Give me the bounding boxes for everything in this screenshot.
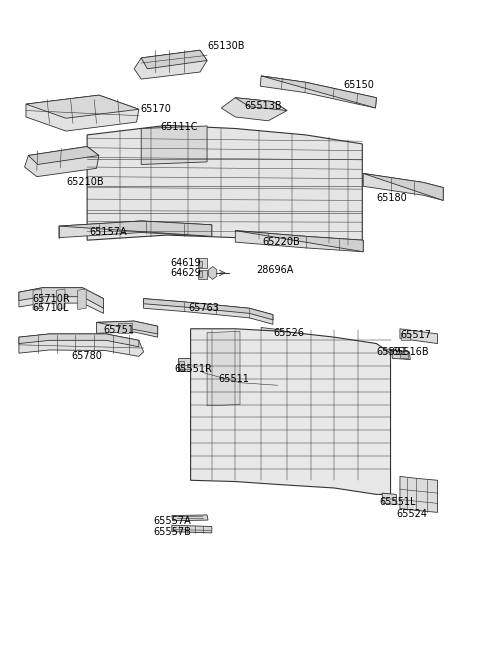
Bar <box>199 261 202 267</box>
Text: 64629: 64629 <box>171 268 202 278</box>
Text: 65111C: 65111C <box>160 122 198 132</box>
Polygon shape <box>59 221 212 236</box>
Polygon shape <box>141 50 207 69</box>
Text: 28696A: 28696A <box>256 265 294 274</box>
Polygon shape <box>59 221 212 238</box>
Polygon shape <box>191 329 391 495</box>
Text: 65780: 65780 <box>72 351 102 362</box>
Polygon shape <box>172 525 212 533</box>
Text: 65551L: 65551L <box>379 497 416 507</box>
Polygon shape <box>261 76 376 108</box>
Polygon shape <box>96 321 157 334</box>
Bar <box>199 271 202 278</box>
Polygon shape <box>96 321 157 337</box>
Text: 65557A: 65557A <box>154 516 191 527</box>
Text: 65511: 65511 <box>219 374 250 384</box>
Bar <box>198 258 207 269</box>
Bar <box>401 333 410 341</box>
Polygon shape <box>144 299 273 324</box>
Polygon shape <box>78 289 86 310</box>
Polygon shape <box>382 493 397 504</box>
Polygon shape <box>400 329 438 343</box>
Polygon shape <box>141 126 207 164</box>
Text: 65763: 65763 <box>188 303 219 313</box>
Polygon shape <box>144 299 273 320</box>
Text: 65180: 65180 <box>376 193 407 203</box>
Polygon shape <box>19 334 144 356</box>
Polygon shape <box>26 95 139 131</box>
Polygon shape <box>172 515 208 521</box>
Polygon shape <box>392 349 410 360</box>
Text: 65557B: 65557B <box>154 527 192 536</box>
Polygon shape <box>363 174 443 200</box>
Text: 64619: 64619 <box>171 258 202 269</box>
Bar <box>198 270 207 279</box>
Polygon shape <box>87 125 362 244</box>
Polygon shape <box>33 289 41 310</box>
Polygon shape <box>400 476 438 512</box>
Text: 65524: 65524 <box>396 509 427 519</box>
Bar <box>376 350 384 356</box>
Text: 65513B: 65513B <box>245 101 282 111</box>
Polygon shape <box>261 328 297 348</box>
Polygon shape <box>19 288 104 313</box>
Polygon shape <box>260 76 376 108</box>
Text: 65130B: 65130B <box>207 41 245 51</box>
Polygon shape <box>207 331 240 406</box>
Polygon shape <box>235 231 363 252</box>
Text: 65551R: 65551R <box>174 364 212 373</box>
Polygon shape <box>363 174 443 200</box>
Text: 65710L: 65710L <box>32 303 69 313</box>
Text: 65210B: 65210B <box>66 178 104 187</box>
Polygon shape <box>235 98 287 111</box>
Polygon shape <box>235 231 363 252</box>
Polygon shape <box>26 95 139 119</box>
Bar <box>118 323 132 333</box>
Text: 65220B: 65220B <box>263 237 300 247</box>
Bar <box>178 358 190 371</box>
Bar <box>179 361 183 370</box>
Text: 65526: 65526 <box>273 328 304 337</box>
Text: 65751: 65751 <box>104 325 134 335</box>
Bar <box>400 351 408 358</box>
Polygon shape <box>134 50 207 79</box>
Text: 65516B: 65516B <box>392 347 429 357</box>
Polygon shape <box>57 289 65 310</box>
Polygon shape <box>375 348 391 358</box>
Text: 65517: 65517 <box>400 330 431 340</box>
Polygon shape <box>19 288 104 309</box>
Polygon shape <box>24 147 99 177</box>
Text: 65157A: 65157A <box>89 227 127 238</box>
Text: 65150: 65150 <box>344 80 374 90</box>
Text: 65591: 65591 <box>376 347 408 357</box>
Text: 65170: 65170 <box>140 104 171 114</box>
Text: 65710R: 65710R <box>32 293 70 304</box>
Polygon shape <box>19 334 139 346</box>
Polygon shape <box>221 98 287 121</box>
Polygon shape <box>28 147 99 164</box>
